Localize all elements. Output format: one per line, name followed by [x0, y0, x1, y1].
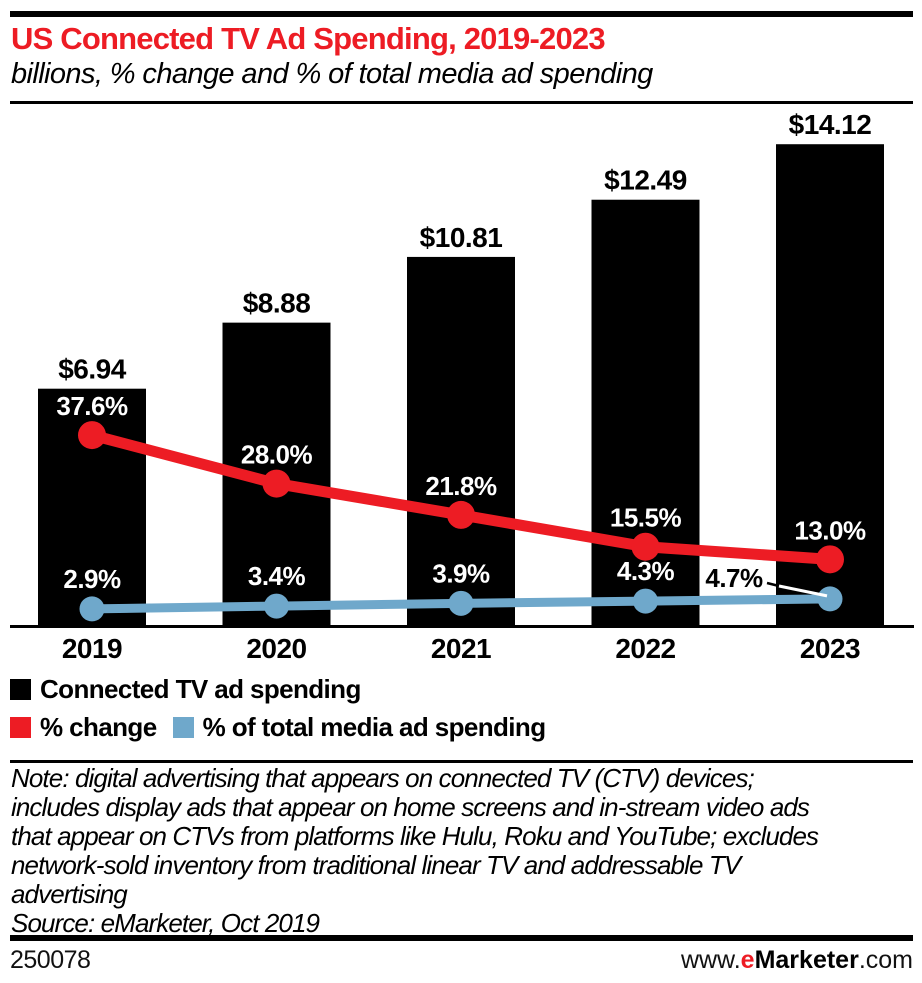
pct-change-label: 37.6% [56, 391, 128, 421]
year-label-2020: 2020 [246, 633, 306, 663]
footer: 250078 www.eMarketer.com [10, 946, 913, 975]
pct-change-point-2022 [631, 532, 660, 561]
bar-value-label: $6.94 [58, 354, 126, 385]
pct-total-media-point-2019 [79, 596, 105, 622]
footer-divider-bar [10, 935, 913, 941]
year-label-2019: 2019 [62, 633, 122, 663]
chart-legend: Connected TV ad spending % change % of t… [10, 674, 546, 754]
year-label-2023: 2023 [800, 633, 860, 663]
website-e-letter: e [740, 946, 755, 974]
pct-change-label: 13.0% [794, 515, 866, 545]
website-prefix: www. [680, 946, 741, 974]
note-line: Note: digital advertising that appears o… [11, 763, 755, 793]
legend-swatch-pct-total-media [172, 716, 194, 738]
pct-change-point-2021 [447, 500, 475, 529]
year-label-2022: 2022 [615, 633, 675, 663]
bar-2021 [407, 256, 515, 625]
note-line: that appear on CTVs from platforms like … [11, 821, 819, 851]
year-label-2021: 2021 [431, 633, 491, 663]
callout-leader-dark-segment [766, 581, 780, 588]
legend-row-1: Connected TV ad spending [10, 674, 545, 704]
bar-2023 [776, 144, 884, 626]
chart-id: 250078 [10, 946, 91, 974]
legend-label-pct-change: % change [40, 711, 157, 742]
website-name: Marketer [754, 946, 859, 974]
pct-total-media-point-2023 [817, 586, 843, 612]
legend-row-2: % change % of total media ad spending [10, 712, 546, 742]
chart-title: US Connected TV Ad Spending, 2019-2023 [11, 21, 606, 56]
note-line: network-sold inventory from traditional … [11, 850, 741, 880]
pct-change-label: 15.5% [610, 503, 682, 533]
pct-total-media-label: 3.9% [432, 558, 490, 588]
bar-line-chart: $6.94 $8.88 $10.81 $12.49 $14.12 37.6% 28.0% 21… [10, 109, 914, 663]
pct-change-point-2019 [78, 421, 106, 450]
legend-label-connected-tv: Connected TV ad spending [40, 673, 361, 704]
legend-swatch-connected-tv [10, 678, 31, 700]
pct-change-point-2023 [816, 545, 844, 574]
top-divider-bar [10, 11, 913, 17]
callout-leader-light-segment [778, 584, 828, 598]
legend-swatch-pct-change [10, 716, 31, 738]
note-line: advertising [11, 879, 128, 909]
pct-change-label: 28.0% [241, 440, 313, 470]
bar-value-label: $10.81 [420, 222, 503, 253]
pct-total-media-label-callout: 4.7% [705, 563, 763, 593]
pct-change-point-2020 [262, 469, 291, 498]
chart-subtitle: billions, % change and % of total media … [11, 58, 653, 90]
source-text: Source: eMarketer, Oct 2019 [11, 908, 320, 938]
bar-value-label: $12.49 [604, 165, 687, 196]
pct-total-media-point-2020 [264, 593, 289, 619]
website-link[interactable]: www.eMarketer.com [681, 946, 913, 975]
bar-value-label: $14.12 [789, 109, 872, 140]
pct-total-media-label: 3.4% [248, 561, 306, 591]
legend-divider-line [10, 760, 913, 763]
header-divider-line [10, 101, 913, 104]
note-line: includes display ads that appear on home… [11, 792, 810, 822]
website-suffix: .com [858, 946, 913, 974]
pct-total-media-label: 4.3% [617, 556, 675, 586]
pct-total-media-point-2022 [633, 588, 658, 614]
pct-change-label: 21.8% [425, 471, 497, 501]
x-axis-line [10, 625, 914, 628]
legend-label-pct-total-media: % of total media ad spending [202, 711, 547, 742]
note-block: Note: digital advertising that appears o… [11, 763, 819, 938]
bar-value-label: $8.88 [243, 288, 311, 319]
pct-total-media-label: 2.9% [63, 564, 121, 594]
pct-total-media-point-2021 [448, 590, 474, 616]
